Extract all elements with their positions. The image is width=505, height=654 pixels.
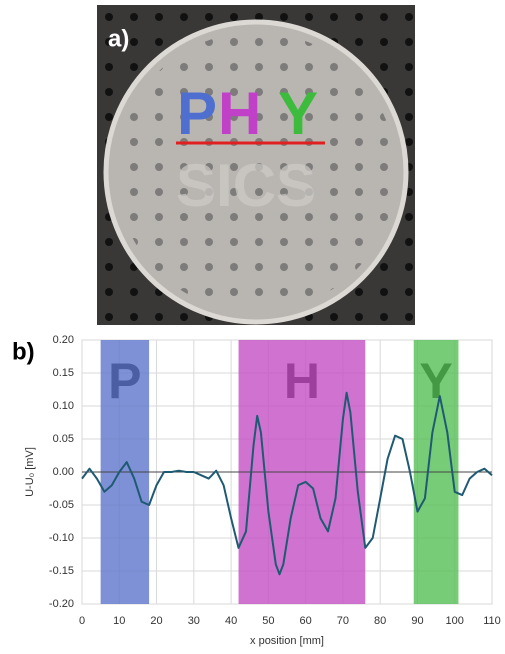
x-tick-label: 30 xyxy=(188,615,200,627)
disk-holes xyxy=(116,32,396,312)
panel-label: b) xyxy=(12,338,35,365)
x-axis-label: x position [mm] xyxy=(250,635,324,647)
photo-letter: H xyxy=(218,80,261,147)
y-tick-label: -0.10 xyxy=(49,532,74,544)
x-tick-label: 50 xyxy=(262,615,274,627)
x-tick-label: 70 xyxy=(337,615,349,627)
panel-label: a) xyxy=(108,25,129,52)
y-tick-label: 0.10 xyxy=(53,400,74,412)
x-tick-label: 0 xyxy=(79,615,85,627)
band-label: P xyxy=(108,353,141,409)
y-tick-label: 0.00 xyxy=(53,466,74,478)
photo: P H Y SICS a) xyxy=(97,5,415,325)
x-tick-label: 10 xyxy=(113,615,125,627)
band-label: H xyxy=(284,353,320,409)
y-tick-label: 0.05 xyxy=(53,433,74,445)
y-tick-label: -0.20 xyxy=(49,598,74,610)
y-tick-label: 0.20 xyxy=(53,334,74,346)
x-tick-label: 40 xyxy=(225,615,237,627)
x-tick-label: 20 xyxy=(150,615,162,627)
x-tick-label: 100 xyxy=(446,615,464,627)
band-label: Y xyxy=(419,353,452,409)
x-tick-label: 80 xyxy=(374,615,386,627)
chart: 0.20 0.15 0.10 0.05 0.00 -0.05 -0.10 -0.15 -0.20… xyxy=(24,334,501,647)
photo-letter: P xyxy=(177,80,217,147)
data-line xyxy=(81,391,493,576)
x-tick-label: 90 xyxy=(411,615,423,627)
photo-text: SICS xyxy=(176,152,316,219)
y-tick-label: -0.05 xyxy=(49,499,74,511)
y-tick-label: -0.15 xyxy=(49,565,74,577)
y-axis-label: U-U₀ [mV] xyxy=(24,447,36,497)
x-tick-label: 110 xyxy=(483,615,501,627)
y-tick-label: 0.15 xyxy=(53,367,74,379)
x-tick-label: 60 xyxy=(300,615,312,627)
photo-letter: Y xyxy=(278,80,318,147)
